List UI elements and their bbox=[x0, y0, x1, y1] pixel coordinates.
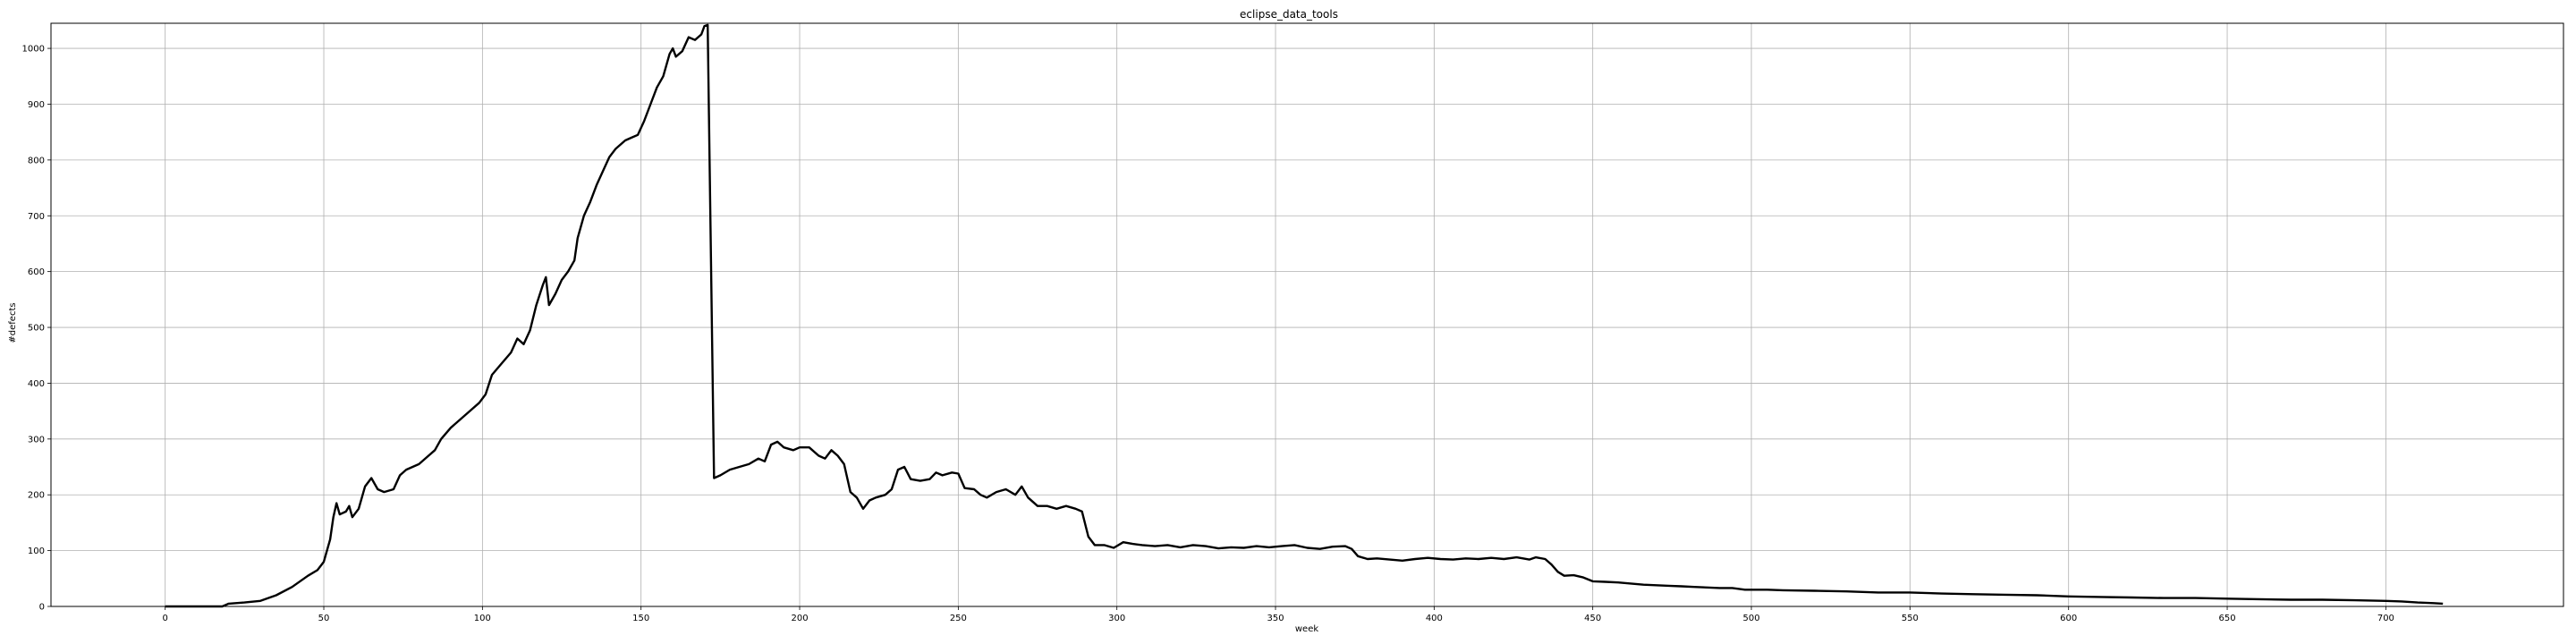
x-tick-label: 500 bbox=[1742, 614, 1759, 623]
y-tick-label: 900 bbox=[28, 100, 45, 110]
x-tick-label: 200 bbox=[791, 614, 808, 623]
data-series bbox=[165, 23, 2444, 608]
x-tick-label: 150 bbox=[632, 614, 649, 623]
x-tick-label: 100 bbox=[474, 614, 491, 623]
x-tick-label: 550 bbox=[1902, 614, 1919, 623]
y-tick-label: 300 bbox=[28, 435, 45, 445]
y-tick-label: 1000 bbox=[22, 45, 45, 55]
chart-title: eclipse_data_tools bbox=[1240, 8, 1338, 21]
x-tick-label: 650 bbox=[2219, 614, 2236, 623]
x-tick-label: 350 bbox=[1267, 614, 1284, 623]
y-tick-label: 800 bbox=[28, 156, 45, 165]
y-tick-label: 200 bbox=[28, 491, 45, 501]
x-axis-label: week bbox=[1295, 624, 1318, 634]
y-tick-label: 100 bbox=[28, 547, 45, 556]
series-line bbox=[165, 23, 2444, 608]
y-axis-ticks: 0 100 200 300 400 500 600 700 800 900 1000 bbox=[22, 45, 51, 613]
grid-lines bbox=[51, 23, 2563, 607]
y-axis-label: #defects bbox=[8, 302, 18, 343]
y-tick-label: 0 bbox=[39, 603, 45, 613]
x-tick-label: 450 bbox=[1584, 614, 1601, 623]
y-tick-label: 600 bbox=[28, 267, 45, 277]
x-tick-label: 0 bbox=[162, 614, 167, 623]
x-tick-label: 250 bbox=[950, 614, 967, 623]
x-tick-label: 300 bbox=[1108, 614, 1125, 623]
y-tick-label: 400 bbox=[28, 379, 45, 389]
y-tick-label: 700 bbox=[28, 212, 45, 222]
x-tick-label: 400 bbox=[1426, 614, 1443, 623]
plot-area-frame bbox=[50, 22, 2564, 607]
x-axis-ticks: 0 50 100 150 200 250 300 350 400 450 500 550 600 650 7… bbox=[162, 606, 2394, 623]
x-tick-label: 50 bbox=[318, 614, 330, 623]
x-tick-label: 600 bbox=[2060, 614, 2077, 623]
y-tick-label: 500 bbox=[28, 324, 45, 334]
x-tick-label: 700 bbox=[2377, 614, 2394, 623]
